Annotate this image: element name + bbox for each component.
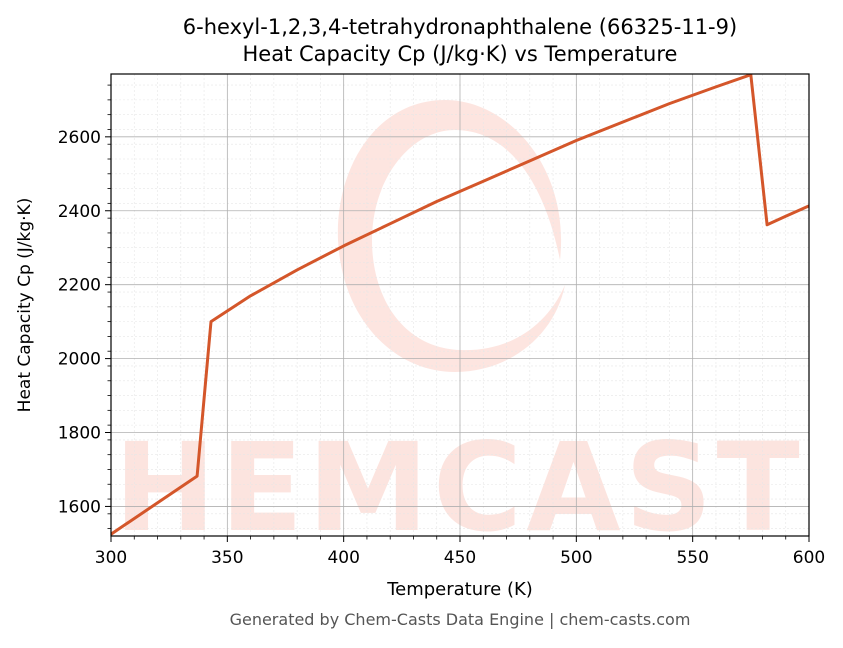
y-axis-label: Heat Capacity Cp (J/kg·K)	[15, 198, 35, 413]
x-tick-label: 550	[676, 548, 708, 568]
y-tick-label: 1800	[58, 424, 101, 444]
x-tick-label: 400	[327, 548, 359, 568]
x-tick-label: 600	[793, 548, 825, 568]
chart-title-line1: 6-hexyl-1,2,3,4-tetrahydronaphthalene (6…	[183, 15, 737, 39]
x-tick-label: 300	[95, 548, 127, 568]
y-tick-label: 2000	[58, 350, 101, 370]
y-tick-label: 2400	[58, 202, 101, 222]
x-axis-label: Temperature (K)	[386, 579, 533, 600]
chart-title-line2: Heat Capacity Cp (J/kg·K) vs Temperature	[243, 42, 678, 66]
y-axis-ticks: 1600 1800 2000 2200 2400 2600	[58, 84, 111, 530]
x-tick-label: 450	[444, 548, 476, 568]
x-axis-ticks: 300 350 400 450 500 550 600	[95, 536, 825, 568]
series-line	[111, 74, 809, 536]
y-tick-label: 2600	[58, 128, 101, 148]
x-tick-label: 500	[560, 548, 592, 568]
x-tick-label: 350	[211, 548, 243, 568]
y-tick-label: 2200	[58, 276, 101, 296]
y-tick-label: 1600	[58, 497, 101, 517]
footer-credit: Generated by Chem-Casts Data Engine | ch…	[230, 610, 691, 629]
